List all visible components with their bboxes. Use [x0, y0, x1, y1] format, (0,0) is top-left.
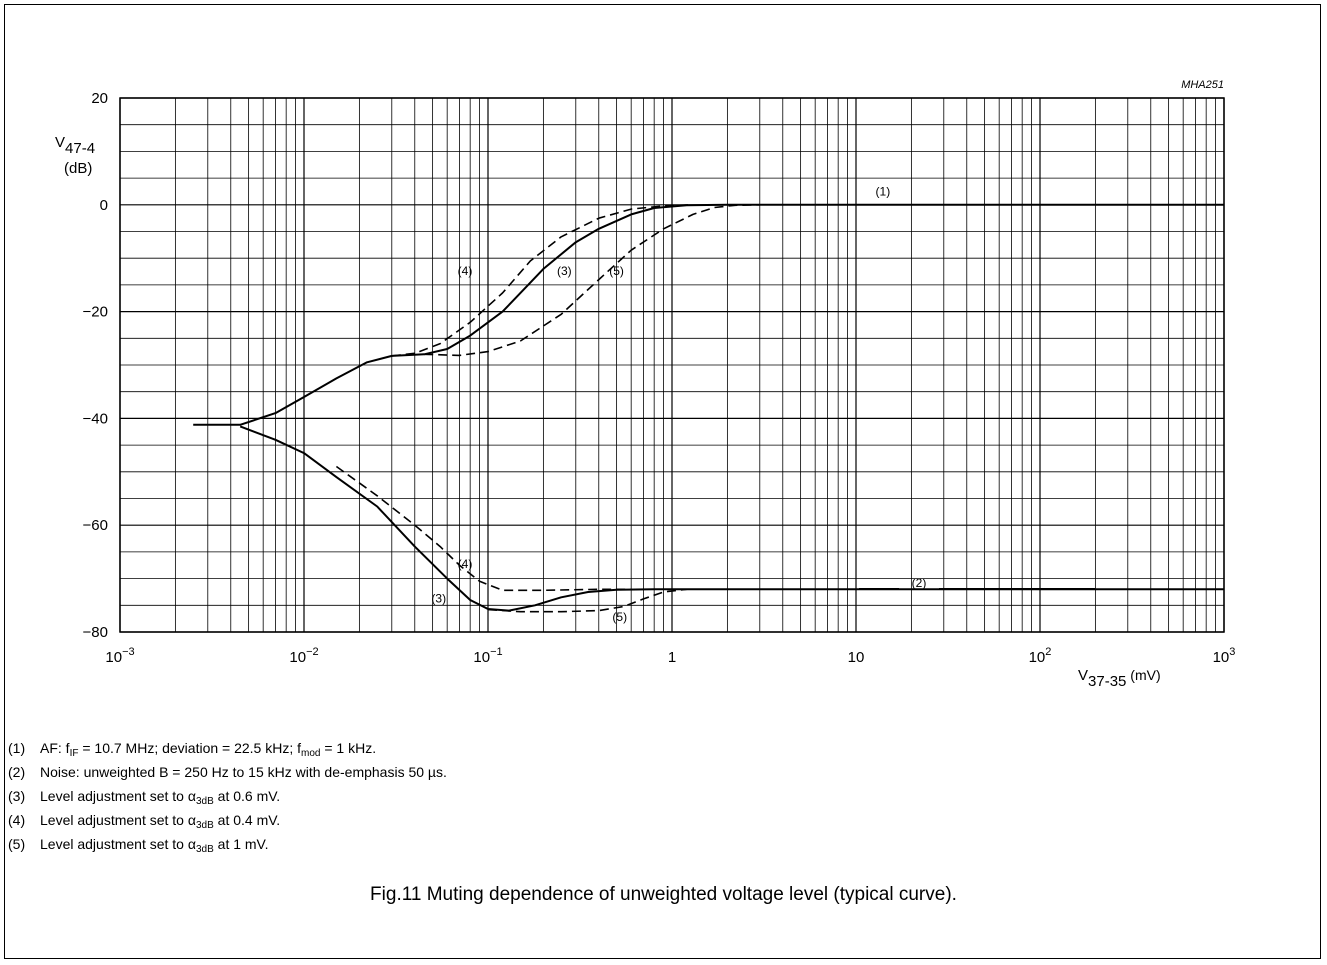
y-tick-label: 20 [91, 90, 108, 107]
y-axis-label: V47-4 [55, 134, 95, 157]
x-tick-label: 10−3 [105, 646, 134, 666]
x-axis-label: V37-35 (mV) [1078, 667, 1161, 690]
curve-label: (3) [431, 591, 446, 605]
y-tick-label: 0 [100, 197, 108, 214]
grid [119, 97, 1225, 633]
note-number: (3) [8, 788, 26, 804]
note-text: Level adjustment set to α3dB at 0.4 mV. [40, 812, 281, 831]
y-tick-label: −60 [83, 517, 108, 534]
muting-chart: 20 0 −20 −40 −60 −80 10−3 10−2 10−1 1 10 102 103 V47-… [55, 79, 1236, 690]
note-number: (2) [8, 764, 26, 780]
x-tick-label: 10−2 [289, 646, 318, 666]
note-text: Noise: unweighted B = 250 Hz to 15 kHz w… [40, 764, 447, 780]
figure-code: MHA251 [1181, 79, 1224, 91]
figure-frame [4, 4, 1321, 959]
curve-label: (5) [612, 610, 627, 624]
note-text: Level adjustment set to α3dB at 0.6 mV. [40, 788, 281, 807]
y-tick-label: −20 [83, 304, 108, 321]
y-tick-label: −40 [83, 410, 108, 427]
note-text: AF: fIF = 10.7 MHz; deviation = 22.5 kHz… [40, 740, 377, 759]
curve-label: (2) [912, 576, 927, 590]
note-text: Level adjustment set to α3dB at 1 mV. [40, 836, 269, 855]
series-line-n4 [335, 465, 632, 592]
curve-label: (5) [609, 264, 624, 278]
x-tick-label: 102 [1029, 646, 1052, 666]
series-line-af3 [193, 203, 1224, 426]
y-tick-label: −80 [83, 624, 108, 641]
plot-border [119, 97, 1225, 633]
curve-label: (3) [557, 264, 572, 278]
figure-caption: Fig.11 Muting dependence of unweighted v… [370, 884, 957, 905]
x-tick-label: 1 [668, 649, 676, 666]
x-tick-label: 10 [848, 649, 865, 666]
series-line-af4 [391, 204, 694, 357]
x-tick-label: 103 [1213, 646, 1236, 666]
curve-label: (1) [876, 184, 891, 198]
y-axis-unit: (dB) [64, 160, 92, 177]
series-line-n5 [487, 588, 687, 613]
x-tick-label: 10−1 [473, 646, 502, 666]
note-number: (4) [8, 812, 26, 828]
note-number: (5) [8, 836, 26, 852]
curve-label: (4) [458, 264, 473, 278]
series-line-n3 [239, 425, 1224, 612]
note-number: (1) [8, 740, 26, 756]
series-line-af5 [424, 204, 760, 357]
curve-label: (4) [458, 557, 473, 571]
